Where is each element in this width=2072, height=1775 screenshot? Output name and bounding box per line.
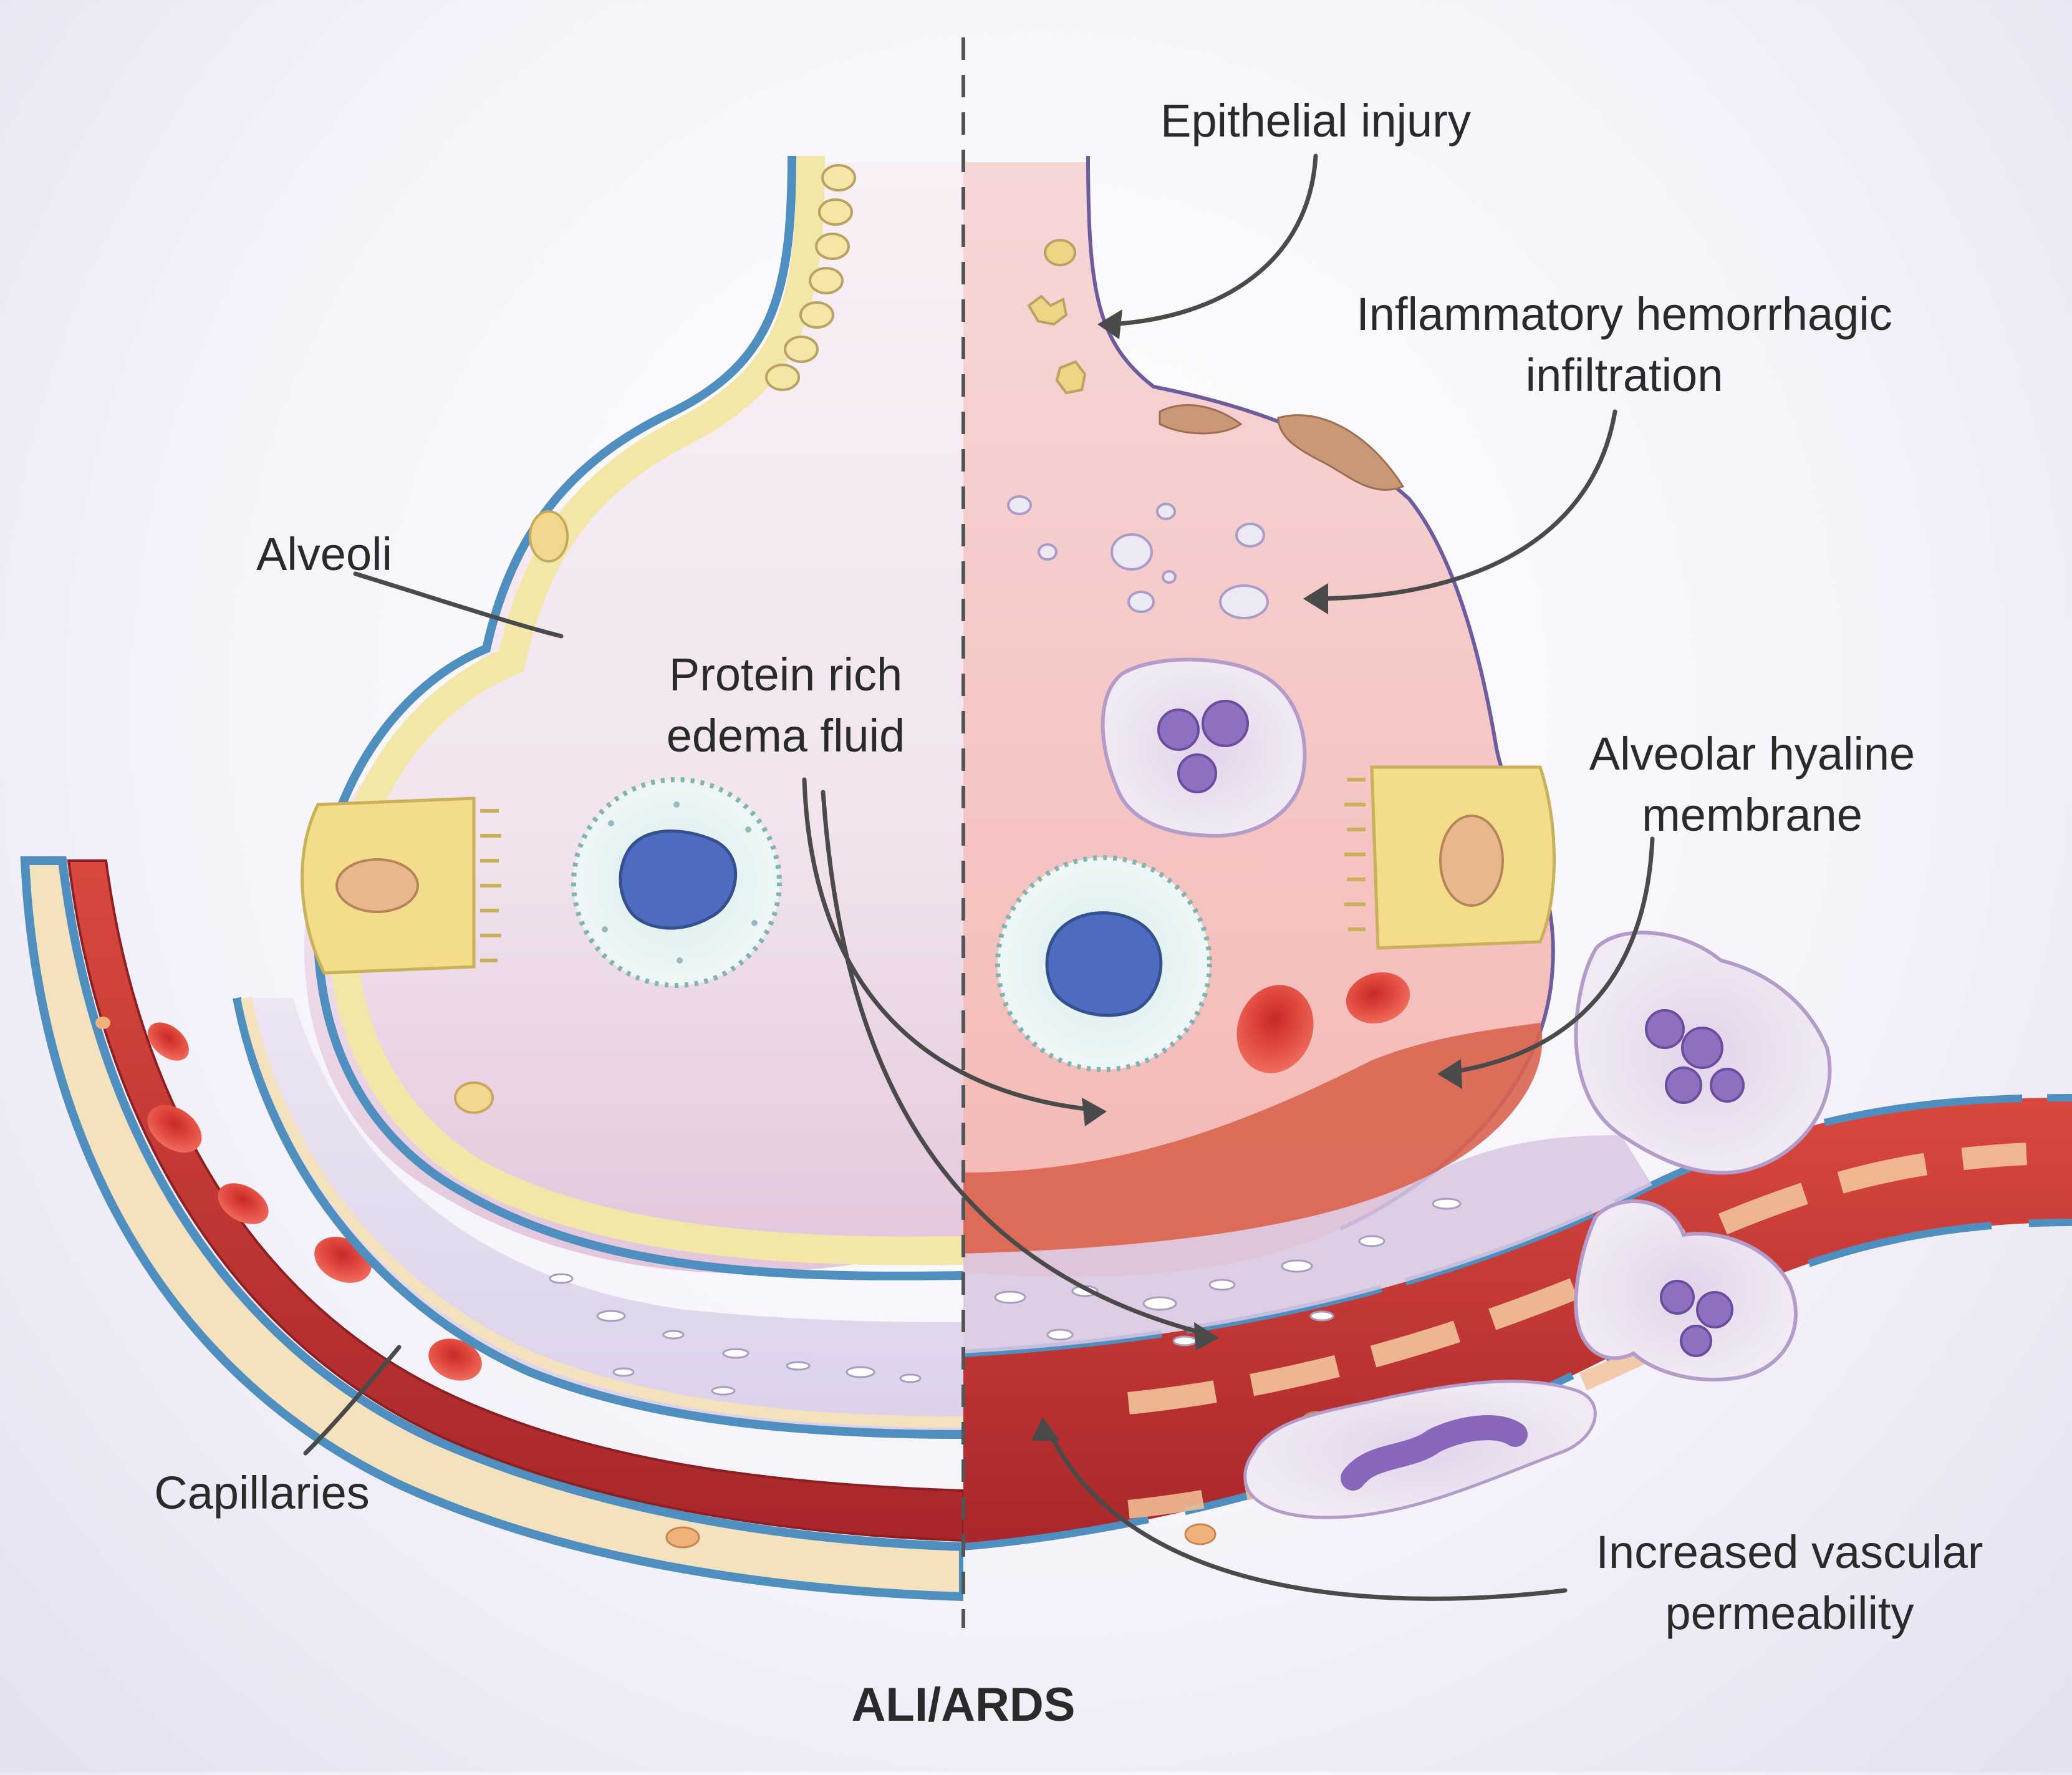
alveolus-injured [963, 155, 1652, 1353]
vascular-arrow [1045, 1426, 1568, 1601]
alveoli-leader [353, 571, 564, 639]
label-line: Increased vascular [1596, 1526, 1983, 1578]
label-line: permeability [1665, 1587, 1914, 1639]
label-line: Protein rich [668, 649, 903, 700]
protein-rich-arrow-1 [802, 777, 1100, 1113]
inflammatory-arrow [1307, 409, 1617, 601]
label-inflammatory: Inflammatory hemorrhagic infiltration [1322, 284, 1927, 406]
hyaline-arrow [1444, 836, 1655, 1075]
label-line: infiltration [1525, 349, 1723, 401]
capillaries-leader [303, 1345, 402, 1456]
label-alveolar-hyaline: Alveolar hyaline membrane [1559, 723, 1945, 846]
label-line: edema fluid [666, 710, 905, 762]
alveolus-normal [301, 155, 963, 1280]
label-line: Alveoli [256, 528, 392, 580]
label-capillaries: Capillaries [131, 1463, 393, 1524]
capillary-left [20, 856, 963, 1602]
label-line: Inflammatory hemorrhagic [1356, 288, 1892, 340]
label-line: Capillaries [154, 1467, 370, 1519]
neutrophil-right-upper [1574, 931, 1832, 1175]
neutrophil-right-lower [1574, 1199, 1798, 1381]
figure-title: ALI/ARDS [798, 1675, 1129, 1736]
label-alveoli: Alveoli [237, 524, 412, 585]
label-line: membrane [1642, 789, 1862, 841]
label-line: Epithelial injury [1160, 95, 1471, 147]
title-text: ALI/ARDS [851, 1678, 1076, 1731]
label-protein-rich: Protein rich edema fluid [642, 644, 929, 767]
protein-rich-arrow-2 [821, 790, 1212, 1337]
label-epithelial-injury: Epithelial injury [1135, 90, 1496, 152]
label-line: Alveolar hyaline [1589, 728, 1915, 780]
label-increased-vascular: Increased vascular permeability [1559, 1522, 2020, 1644]
epithelial-injury-arrow [1107, 153, 1318, 327]
